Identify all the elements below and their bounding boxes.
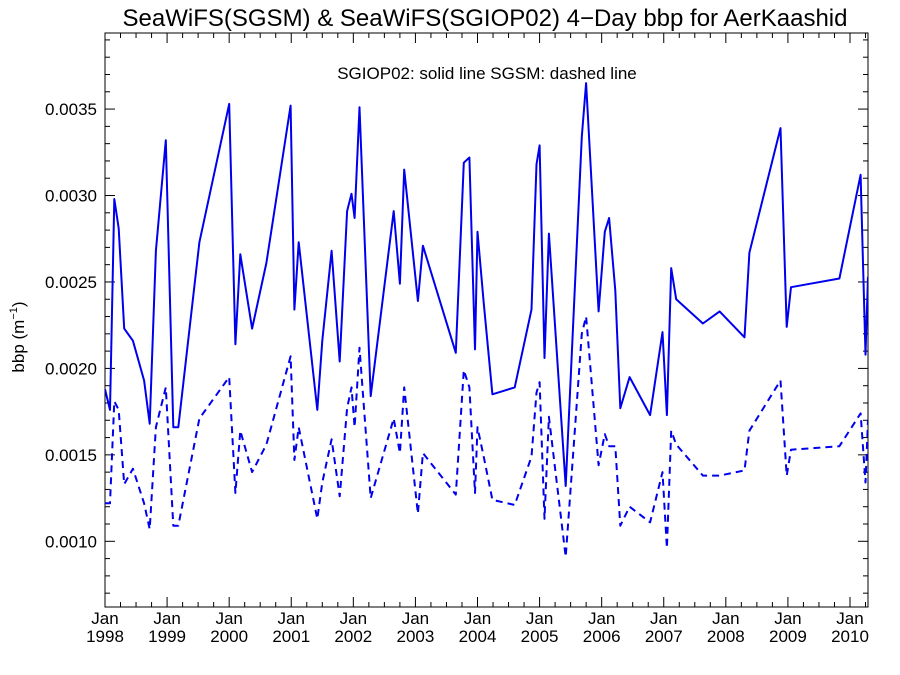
x-tick-label-month: Jan bbox=[588, 609, 615, 628]
x-tick-label-year: 2000 bbox=[210, 627, 248, 646]
x-tick-label-month: Jan bbox=[526, 609, 553, 628]
x-tick-label-month: Jan bbox=[712, 609, 739, 628]
x-tick-label-year: 1999 bbox=[148, 627, 186, 646]
y-axis-label: bbp (m−1) bbox=[8, 301, 28, 372]
x-tick-label-month: Jan bbox=[340, 609, 367, 628]
plot-frame bbox=[104, 32, 869, 608]
y-tick-label: 0.0020 bbox=[45, 359, 97, 378]
x-tick-label-year: 2004 bbox=[459, 627, 497, 646]
svg-text:bbp (m−1): bbp (m−1) bbox=[8, 301, 28, 372]
series-line-sgiop02 bbox=[105, 82, 868, 487]
y-tick-label: 0.0010 bbox=[45, 532, 97, 551]
x-tick-label-month: Jan bbox=[153, 609, 180, 628]
y-axis-label-close: ) bbox=[9, 301, 28, 307]
x-tick-label-year: 2001 bbox=[272, 627, 310, 646]
x-tick-label-month: Jan bbox=[836, 609, 863, 628]
y-axis-label-exponent: −1 bbox=[8, 307, 20, 320]
x-tick-label-month: Jan bbox=[215, 609, 242, 628]
x-tick-label-year: 2005 bbox=[521, 627, 559, 646]
x-tick-label-year: 1998 bbox=[86, 627, 124, 646]
x-tick-label-month: Jan bbox=[774, 609, 801, 628]
x-tick-label-year: 2003 bbox=[397, 627, 435, 646]
x-tick-label-month: Jan bbox=[402, 609, 429, 628]
x-tick-label-month: Jan bbox=[464, 609, 491, 628]
x-tick-label-year: 2009 bbox=[769, 627, 807, 646]
x-tick-label-year: 2008 bbox=[707, 627, 745, 646]
x-tick-label-month: Jan bbox=[91, 609, 118, 628]
x-tick-label-year: 2010 bbox=[831, 627, 869, 646]
x-tick-label-year: 2007 bbox=[645, 627, 683, 646]
legend-annotation: SGIOP02: solid line SGSM: dashed line bbox=[337, 64, 637, 83]
y-axis-label-main: bbp (m bbox=[9, 320, 28, 373]
chart-title: SeaWiFS(SGSM) & SeaWiFS(SGIOP02) 4−Day b… bbox=[123, 5, 848, 32]
x-axis: Jan1998Jan1999Jan2000Jan2001Jan2002Jan20… bbox=[86, 33, 869, 646]
series-line-sgsm bbox=[105, 315, 868, 558]
series-group bbox=[105, 82, 868, 558]
x-tick-label-year: 2006 bbox=[583, 627, 621, 646]
x-tick-label-year: 2002 bbox=[334, 627, 372, 646]
y-tick-label: 0.0035 bbox=[45, 100, 97, 119]
x-tick-label-month: Jan bbox=[278, 609, 305, 628]
y-tick-label: 0.0015 bbox=[45, 446, 97, 465]
y-tick-label: 0.0025 bbox=[45, 273, 97, 292]
x-tick-label-month: Jan bbox=[650, 609, 677, 628]
y-tick-label: 0.0030 bbox=[45, 187, 97, 206]
